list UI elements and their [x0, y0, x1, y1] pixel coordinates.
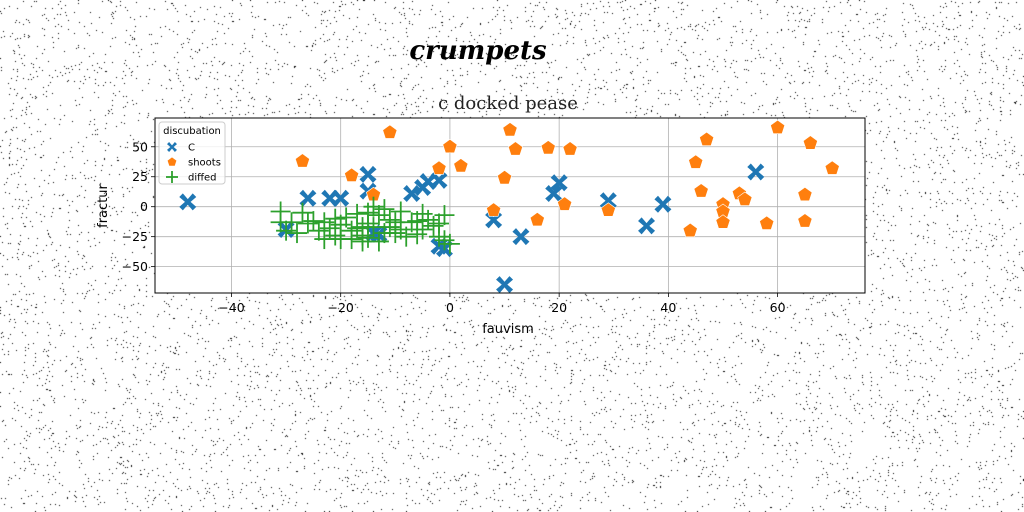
- chart-suptitle: crumpets: [409, 36, 547, 66]
- plot-area: −40 −20 0 20 40 60 −50 −25 0 25 50: [122, 118, 865, 315]
- y-tick-label: 50: [132, 139, 148, 154]
- x-tick-label: 40: [660, 300, 676, 315]
- x-tick-label: −20: [327, 300, 353, 315]
- x-tick-label: 60: [770, 300, 786, 315]
- y-tick-label: −25: [122, 229, 148, 244]
- y-axis-label: fractur: [96, 183, 111, 227]
- x-tick-label: −40: [218, 300, 244, 315]
- y-tick-label: 25: [132, 169, 148, 184]
- legend-label: shoots: [188, 158, 221, 169]
- x-axis-label: fauvism: [482, 322, 534, 337]
- y-tick-label: −50: [122, 259, 148, 274]
- y-tick-label: 0: [140, 199, 148, 214]
- legend-title: discubation: [163, 126, 221, 137]
- chart-title: c docked pease: [438, 93, 578, 114]
- legend-label: C: [188, 143, 195, 154]
- legend-label: diffed: [188, 173, 217, 184]
- x-tick-label: 0: [446, 300, 454, 315]
- x-tick-label: 20: [551, 300, 567, 315]
